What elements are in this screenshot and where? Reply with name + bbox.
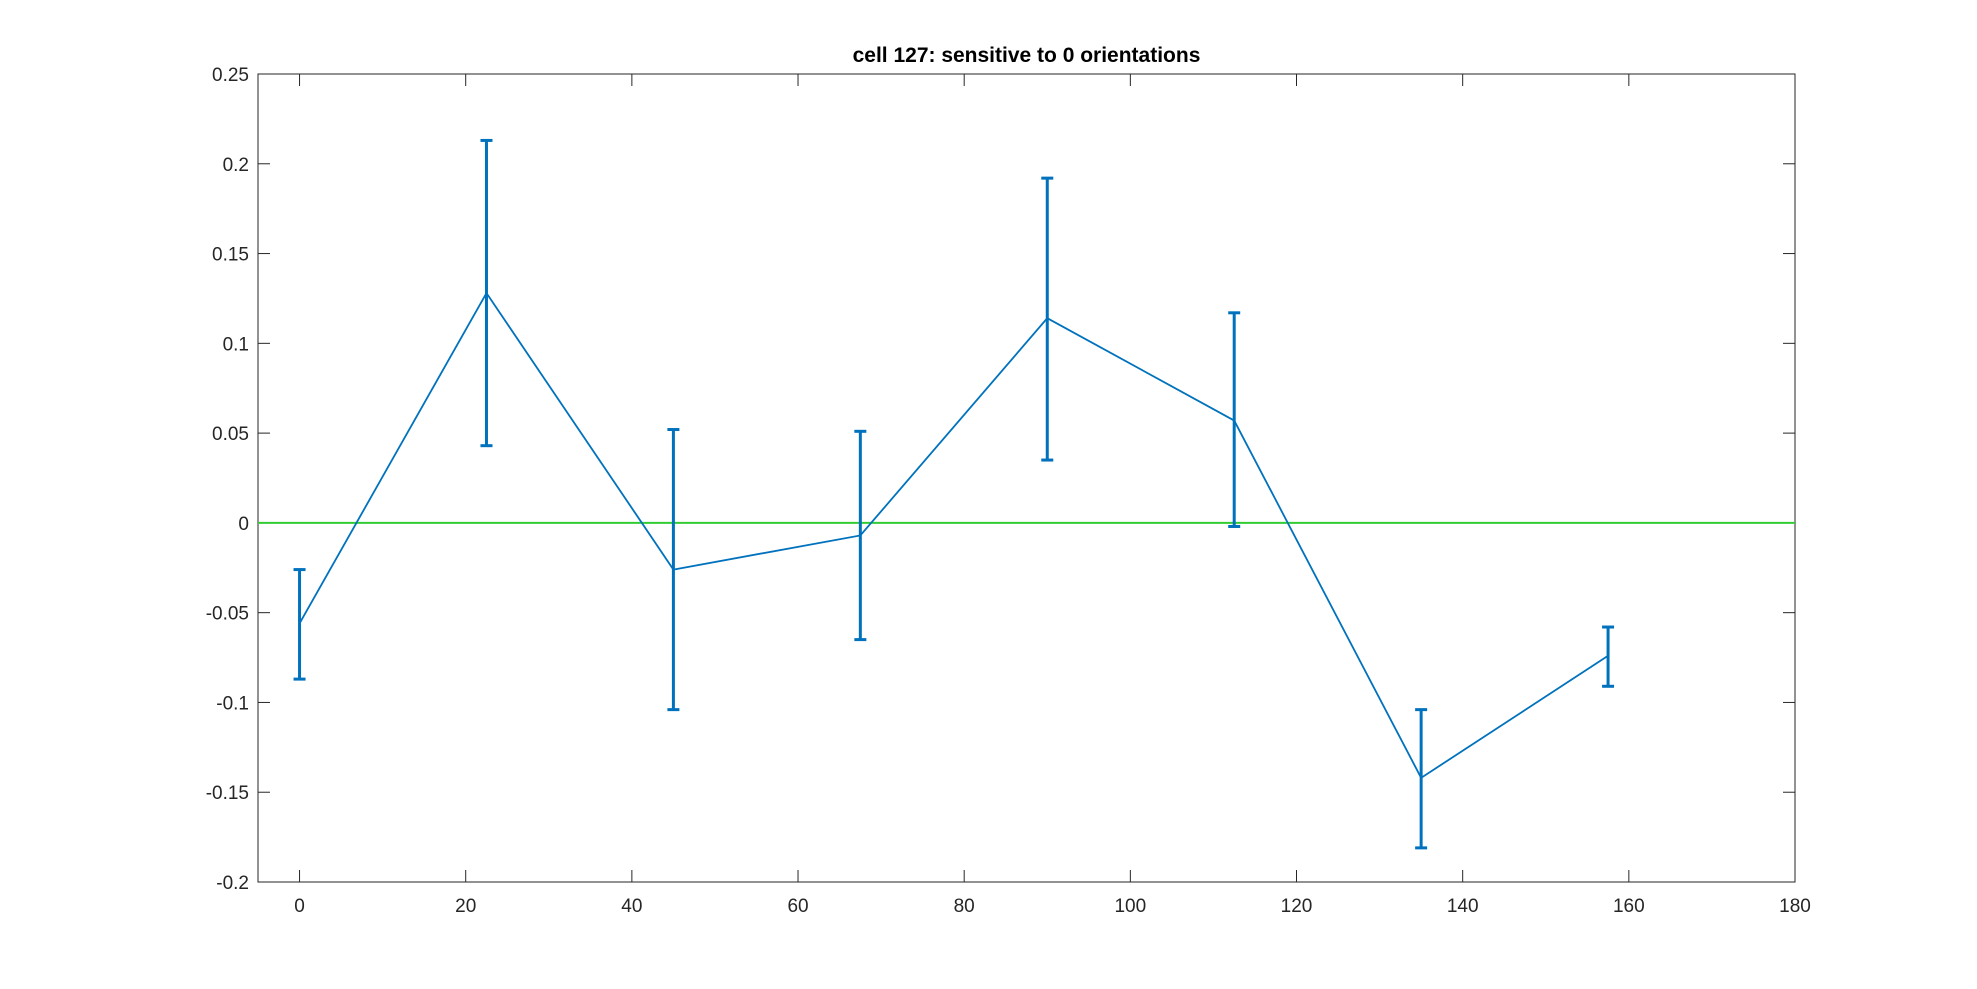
y-tick-label: -0.2 (216, 873, 249, 894)
x-tick-label: 40 (621, 896, 642, 917)
y-tick-label: 0 (238, 514, 249, 535)
x-tick-label: 20 (455, 896, 476, 917)
x-tick-label: 160 (1613, 896, 1645, 917)
y-tick-label: 0.15 (212, 245, 249, 266)
x-tick-label: 0 (294, 896, 305, 917)
x-tick-label: 60 (787, 896, 808, 917)
y-tick-label: -0.15 (206, 783, 249, 804)
x-tick-label: 100 (1114, 896, 1146, 917)
y-tick-label: -0.1 (216, 693, 249, 714)
x-tick-label: 180 (1779, 896, 1811, 917)
series-line (298, 291, 1609, 780)
y-tick-label: 0.05 (212, 424, 249, 445)
y-tick-label: 0.25 (212, 65, 249, 86)
plot-area: 0 20 40 60 80 100 120 140 160 180 -0.2 -0.15 -0.1 -0.… (206, 65, 1811, 917)
axes-box (257, 73, 1796, 883)
chart-title: cell 127: sensitive to 0 orientations (853, 44, 1201, 67)
y-tick-label: 0.2 (223, 155, 249, 176)
x-tick-label: 80 (954, 896, 975, 917)
y-tick-label: 0.1 (223, 334, 249, 355)
y-tick-label: -0.05 (206, 604, 249, 625)
x-tick-label: 140 (1447, 896, 1479, 917)
x-tick-label: 120 (1281, 896, 1313, 917)
